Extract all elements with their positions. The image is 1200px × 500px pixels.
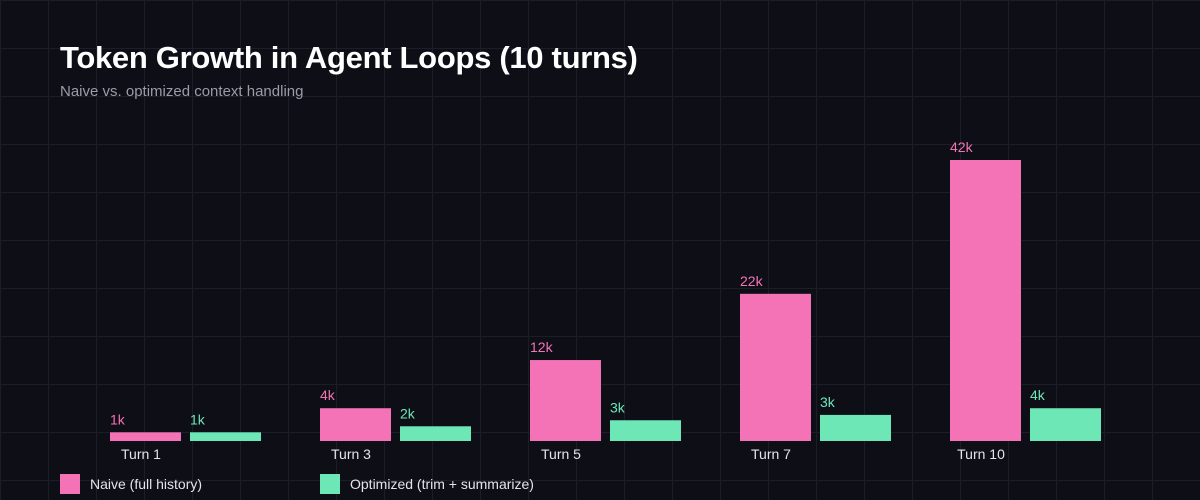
data-label: 1k — [110, 411, 126, 427]
bar-naive — [740, 293, 811, 441]
legend-swatch-optimized — [320, 474, 340, 494]
legend-label-naive: Naive (full history) — [90, 476, 203, 492]
x-tick-label: Turn 3 — [331, 446, 371, 462]
data-label: 12k — [530, 339, 554, 355]
bar-naive — [110, 432, 181, 441]
bar-naive — [530, 360, 601, 441]
legend-item-optimized: Optimized (trim + summarize) — [320, 474, 534, 494]
bar-naive — [950, 160, 1021, 441]
data-label: 22k — [740, 273, 764, 289]
data-label: 1k — [190, 411, 206, 427]
data-label: 3k — [610, 399, 626, 415]
data-label: 42k — [950, 139, 974, 155]
chart-subtitle: Naive vs. optimized context handling — [60, 83, 304, 100]
bar-optimized — [610, 420, 681, 441]
chart-title: Token Growth in Agent Loops (10 turns) — [60, 40, 638, 75]
legend-label-optimized: Optimized (trim + summarize) — [350, 476, 534, 492]
legend-swatch-naive — [60, 474, 80, 494]
data-label: 4k — [320, 387, 336, 403]
data-label: 4k — [1030, 387, 1046, 403]
data-label: 3k — [820, 394, 836, 410]
x-tick-label: Turn 1 — [121, 446, 161, 462]
bar-optimized — [820, 414, 891, 441]
bar-optimized — [1030, 408, 1101, 441]
x-tick-label: Turn 7 — [751, 446, 791, 462]
data-label: 2k — [400, 405, 416, 421]
legend-item-naive: Naive (full history) — [60, 474, 202, 494]
bar-naive — [320, 408, 391, 441]
bar-optimized — [400, 426, 471, 441]
x-tick-label: Turn 10 — [957, 446, 1005, 462]
x-tick-label: Turn 5 — [541, 446, 581, 462]
bar-optimized — [190, 432, 261, 441]
